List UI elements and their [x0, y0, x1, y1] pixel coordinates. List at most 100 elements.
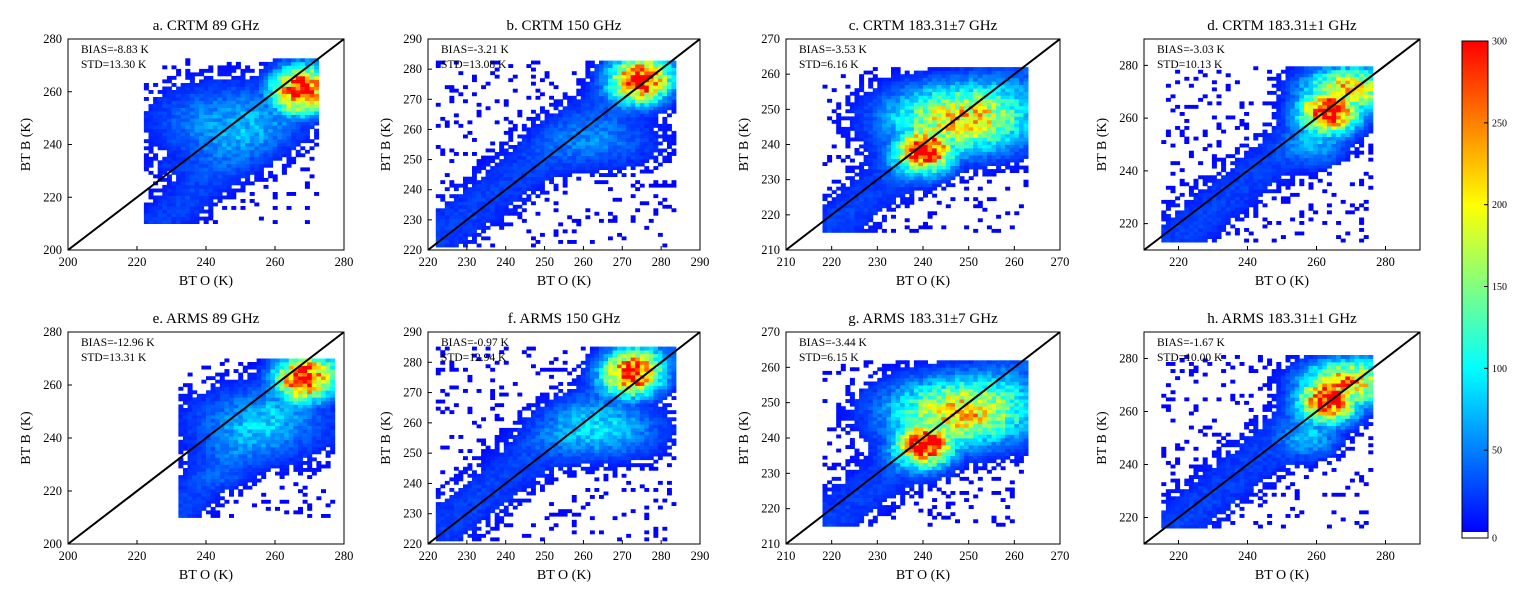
- density-cell: [612, 218, 618, 223]
- density-cell: [549, 130, 554, 135]
- density-cell: [180, 114, 186, 119]
- density-cell: [589, 162, 595, 167]
- density-cell: [1280, 94, 1286, 99]
- density-cell: [549, 155, 554, 160]
- density-cell: [440, 215, 446, 220]
- density-cell: [231, 188, 237, 193]
- density-cell: [608, 85, 613, 90]
- density-cell: [1211, 199, 1217, 204]
- density-cell: [585, 127, 591, 132]
- density-cell: [245, 114, 251, 119]
- density-cell: [927, 148, 933, 152]
- density-cell: [440, 208, 446, 213]
- density-cell: [1267, 164, 1273, 169]
- density-cell: [1225, 182, 1231, 187]
- density-cell: [217, 86, 223, 91]
- density-cell: [567, 113, 573, 118]
- density-cell: [490, 148, 496, 153]
- density-cell: [635, 78, 641, 83]
- density-cell: [608, 64, 613, 68]
- density-cell: [526, 166, 532, 170]
- density-cell: [909, 84, 915, 89]
- density-cell: [991, 141, 997, 145]
- density-cell: [494, 176, 500, 181]
- density-cell: [1000, 74, 1006, 79]
- density-cell: [309, 121, 315, 126]
- density-cell: [1165, 217, 1171, 222]
- density-cell: [463, 176, 468, 181]
- density-cell: [603, 116, 609, 121]
- density-cell: [959, 74, 965, 79]
- density-cell: [1202, 210, 1208, 215]
- density-cell: [667, 88, 672, 93]
- density-cell: [203, 195, 209, 200]
- density-cell: [517, 197, 523, 202]
- density-cell: [644, 95, 650, 100]
- density-cell: [217, 104, 223, 108]
- density-cell: [1262, 101, 1268, 106]
- density-cell: [955, 112, 960, 117]
- density-cell: [822, 221, 828, 226]
- density-cell: [648, 169, 654, 174]
- density-cell: [567, 159, 573, 163]
- density-cell: [973, 77, 979, 82]
- density-cell: [194, 199, 200, 203]
- density-cell: [180, 97, 186, 101]
- density-cell: [208, 107, 214, 112]
- density-cell: [226, 177, 232, 182]
- density-cell: [580, 134, 586, 139]
- density-cell: [544, 134, 550, 139]
- density-cell: [822, 197, 828, 202]
- density-cell: [932, 88, 938, 93]
- density-cell: [986, 123, 992, 128]
- density-cell: [1290, 90, 1296, 95]
- density-cell: [1225, 175, 1231, 180]
- density-cell: [148, 206, 154, 210]
- density-cell: [217, 97, 223, 101]
- density-cell: [895, 186, 901, 191]
- density-cell: [599, 141, 604, 146]
- density-cell: [490, 222, 496, 227]
- density-cell: [639, 67, 645, 72]
- density-cell: [1009, 77, 1015, 82]
- density-cell: [1005, 98, 1011, 103]
- density-cell: [208, 146, 214, 151]
- density-cell: [535, 155, 541, 160]
- density-cell: [194, 135, 200, 140]
- density-cell: [143, 83, 149, 87]
- density-cell: [1234, 206, 1240, 211]
- density-cell: [291, 97, 297, 101]
- density-cell: [945, 179, 951, 184]
- density-cell: [868, 190, 874, 195]
- density-cell: [927, 84, 933, 89]
- density-cell: [599, 74, 604, 79]
- density-cell: [258, 111, 264, 115]
- density-cell: [185, 135, 191, 140]
- density-cell: [900, 148, 906, 152]
- density-cell: [485, 81, 491, 86]
- density-cell: [153, 156, 159, 161]
- density-cell: [1014, 144, 1020, 149]
- density-cell: [1221, 217, 1227, 222]
- density-cell: [435, 222, 441, 227]
- density-cell: [671, 78, 677, 83]
- density-cell: [304, 139, 310, 144]
- density-cell: [968, 77, 974, 82]
- density-cell: [143, 163, 149, 168]
- density-cell: [531, 173, 536, 177]
- density-cell: [148, 188, 154, 193]
- density-cell: [1211, 206, 1217, 211]
- density-cell: [1221, 157, 1227, 162]
- density-cell: [1161, 224, 1167, 229]
- density-cell: [909, 169, 915, 173]
- density-cell: [1290, 76, 1296, 81]
- density-cell: [918, 84, 924, 89]
- density-cell: [240, 174, 246, 179]
- density-cell: [553, 232, 559, 237]
- density-cell: [553, 134, 559, 139]
- density-cell: [945, 165, 951, 170]
- density-cell: [608, 173, 613, 177]
- density-cell: [671, 99, 677, 104]
- density-cell: [245, 181, 251, 186]
- density-cell: [235, 149, 241, 154]
